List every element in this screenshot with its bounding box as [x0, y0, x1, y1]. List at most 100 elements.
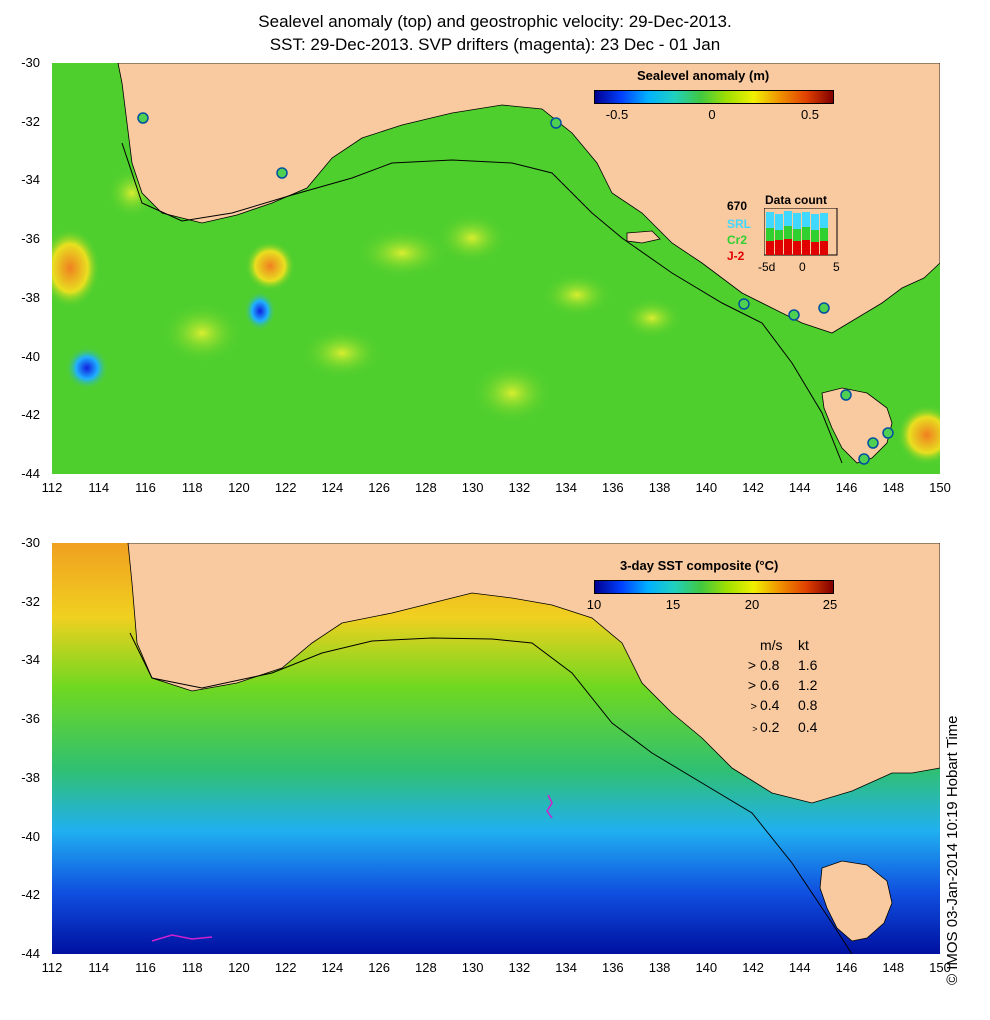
x-tick-label-top: 120 — [228, 480, 250, 495]
shelf-break-line — [121, 142, 843, 464]
sla-tick-pos: 0.5 — [800, 107, 820, 122]
scale-ms-1: 0.8 — [760, 657, 780, 673]
x-tick-label-bottom: 150 — [929, 960, 951, 975]
land-australia-sst — [127, 543, 940, 804]
sst-tick-10: 10 — [586, 597, 602, 612]
scale-ms-3: 0.4 — [760, 697, 780, 713]
x-tick-label-top: 112 — [41, 480, 63, 495]
drifter-track-2 — [151, 934, 213, 942]
y-tick-label-top: -44 — [21, 466, 40, 481]
scale-header-ms: m/s — [760, 637, 783, 653]
y-tick-label-bottom: -40 — [21, 828, 40, 844]
x-tick-label-bottom: 114 — [88, 960, 110, 975]
sla-tick-neg: -0.5 — [605, 107, 629, 122]
x-tick-label-top: 114 — [88, 480, 110, 495]
sst-colorbar-title: 3-day SST composite (°C) — [620, 558, 779, 573]
dc-tick-zero: 0 — [799, 260, 806, 274]
sat-label-srl: SRL — [727, 217, 751, 231]
kangaroo-island — [626, 230, 661, 244]
y-tick-label-bottom: -32 — [21, 593, 40, 609]
map-title-line1: Sealevel anomaly (top) and geostrophic v… — [258, 12, 732, 31]
x-tick-label-top: 140 — [695, 480, 718, 495]
x-tick-label-top: 148 — [882, 480, 905, 495]
sst-tick-20: 20 — [744, 597, 760, 612]
sst-tick-15: 15 — [665, 597, 681, 612]
x-tick-label-top: 146 — [835, 480, 858, 495]
x-tick-label-bottom: 136 — [601, 960, 624, 975]
sea-level-anomaly-map[interactable]: Sealevel anomaly (m) -0.5 0 0.5 Data cou… — [52, 63, 940, 474]
y-tick-label-bottom: -30 — [21, 535, 40, 550]
x-tick-label-bottom: 146 — [835, 960, 858, 975]
x-tick-label-top: 122 — [274, 480, 297, 495]
x-tick-label-top: 126 — [368, 480, 390, 495]
tide-gauges — [137, 112, 894, 465]
sat-label-cr2: Cr2 — [727, 233, 748, 247]
sla-colorbar — [594, 90, 834, 104]
y-tick-label-top: -30 — [21, 55, 40, 70]
x-tick-label-bottom: 120 — [228, 960, 250, 975]
x-tick-label-top: 118 — [181, 480, 203, 495]
y-tick-label-top: -32 — [21, 113, 40, 129]
x-tick-label-bottom: 126 — [368, 960, 390, 975]
scale-ms-2: 0.6 — [760, 677, 780, 693]
x-tick-label-top: 124 — [321, 480, 344, 495]
scale-header-kt: kt — [798, 637, 809, 653]
data-count-title: Data count — [765, 193, 828, 207]
scale-kt-3: 0.8 — [798, 697, 818, 713]
x-tick-label-top: 128 — [415, 480, 437, 495]
x-tick-label-bottom: 124 — [321, 960, 344, 975]
y-tick-label-top: -36 — [21, 231, 40, 247]
sst-map[interactable]: 3-day SST composite (°C) 10 15 20 25 m/s… — [52, 543, 940, 954]
x-tick-label-bottom: 118 — [181, 960, 203, 975]
x-tick-label-top: 116 — [135, 480, 156, 495]
imos-watermark: © IMOS 03-Jan-2014 10:19 Hobart Time — [944, 715, 961, 985]
sla-features — [52, 168, 940, 465]
velocity-scale-legend: m/s kt > 0.8 1.6 > 0.6 1.2 > 0.4 0.8 > 0.2 0.… — [747, 637, 818, 735]
y-tick-label-bottom: -36 — [21, 711, 40, 727]
shelf-break-line-sst — [129, 632, 853, 954]
y-tick-label-top: -38 — [21, 289, 40, 305]
x-tick-label-bottom: 140 — [695, 960, 718, 975]
sst-colorbar — [594, 580, 834, 594]
y-tick-label-bottom: -34 — [21, 652, 40, 668]
x-tick-label-bottom: 148 — [882, 960, 905, 975]
x-tick-label-bottom: 138 — [648, 960, 671, 975]
x-tick-label-top: 132 — [508, 480, 531, 495]
scale-kt-2: 1.2 — [798, 677, 818, 693]
scale-kt-1: 1.6 — [798, 657, 818, 673]
dc-tick-neg: -5d — [758, 260, 776, 274]
y-tick-label-top: -34 — [21, 172, 40, 188]
sla-tick-zero: 0 — [708, 107, 716, 122]
x-tick-label-top: 142 — [742, 480, 764, 495]
dc-tick-pos: 5 — [833, 260, 840, 274]
scale-kt-4: 0.4 — [798, 719, 818, 735]
y-tick-label-bottom: -44 — [21, 946, 40, 961]
x-tick-label-bottom: 122 — [274, 960, 297, 975]
sla-colorbar-title: Sealevel anomaly (m) — [637, 68, 770, 83]
x-tick-label-top: 134 — [555, 480, 577, 495]
x-tick-label-bottom: 112 — [41, 960, 63, 975]
x-tick-label-bottom: 134 — [555, 960, 577, 975]
x-tick-label-top: 130 — [461, 480, 484, 495]
x-tick-label-bottom: 144 — [788, 960, 811, 975]
land-tasmania-sst — [819, 860, 893, 942]
y-tick-label-top: -42 — [21, 407, 40, 423]
data-count-bars — [766, 211, 828, 255]
x-tick-label-top: 138 — [648, 480, 671, 495]
sat-label-j2: J-2 — [727, 249, 745, 263]
x-tick-label-top: 136 — [601, 480, 624, 495]
land-australia — [117, 63, 940, 334]
scale-ms-4: 0.2 — [760, 719, 780, 735]
sst-tick-25: 25 — [822, 597, 838, 612]
data-count-max: 670 — [727, 199, 748, 213]
x-tick-label-bottom: 128 — [415, 960, 437, 975]
x-tick-label-bottom: 116 — [135, 960, 156, 975]
x-tick-label-top: 144 — [788, 480, 811, 495]
y-tick-label-top: -40 — [21, 348, 40, 364]
y-tick-label-bottom: -38 — [21, 769, 40, 785]
drifter-track-1 — [546, 794, 553, 819]
y-tick-label-bottom: -42 — [21, 887, 40, 903]
map-title-line2: SST: 29-Dec-2013. SVP drifters (magenta)… — [269, 35, 721, 54]
x-tick-label-top: 150 — [929, 480, 951, 495]
x-tick-label-bottom: 132 — [508, 960, 531, 975]
